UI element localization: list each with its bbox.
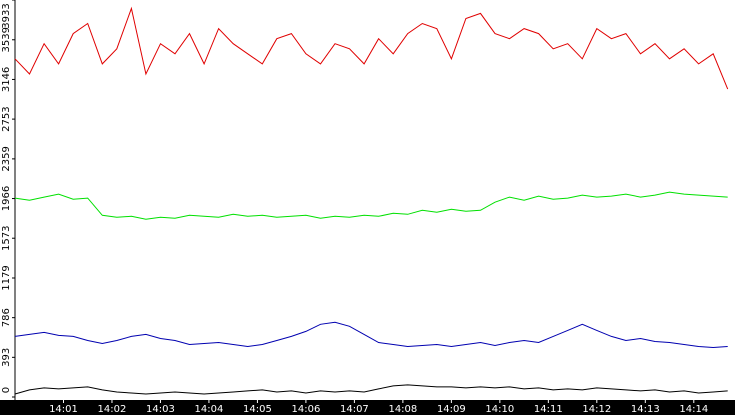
y-tick-label: 1966	[1, 186, 12, 211]
x-tick-label: 14:08	[388, 404, 417, 415]
x-tick-label: 14:02	[98, 404, 127, 415]
x-tick-label: 14:01	[49, 404, 78, 415]
y-tick-label: 786	[1, 308, 12, 327]
y-tick-label: 2753	[1, 106, 12, 131]
y-tick-label: 2359	[1, 146, 12, 171]
series-line	[14, 191, 728, 220]
y-tick-label: 3539	[1, 27, 12, 52]
x-tick-label: 14:11	[534, 404, 563, 415]
y-tick-label: 3933	[1, 3, 12, 28]
y-tick-label: 1573	[1, 225, 12, 250]
y-tick-label: 393	[1, 348, 12, 367]
series-line	[14, 6, 729, 90]
x-axis-bar	[0, 400, 735, 415]
x-tick-label: 14:04	[195, 404, 224, 415]
y-tick-label: 1179	[1, 265, 12, 290]
series-line	[14, 321, 728, 349]
x-tick-label: 14:09	[437, 404, 466, 415]
x-tick-label: 14:14	[679, 404, 708, 415]
x-tick-label: 14:07	[340, 404, 369, 415]
x-tick-label: 14:06	[291, 404, 320, 415]
x-tick-label: 14:13	[631, 404, 660, 415]
x-tick-label: 14:03	[146, 404, 175, 415]
series-line	[14, 384, 728, 395]
x-tick-label: 14:10	[485, 404, 514, 415]
y-tick-label: 0	[1, 387, 12, 393]
x-tick-label: 14:12	[582, 404, 611, 415]
x-tick-label: 14:05	[243, 404, 272, 415]
y-tick-label: 3146	[1, 67, 12, 92]
